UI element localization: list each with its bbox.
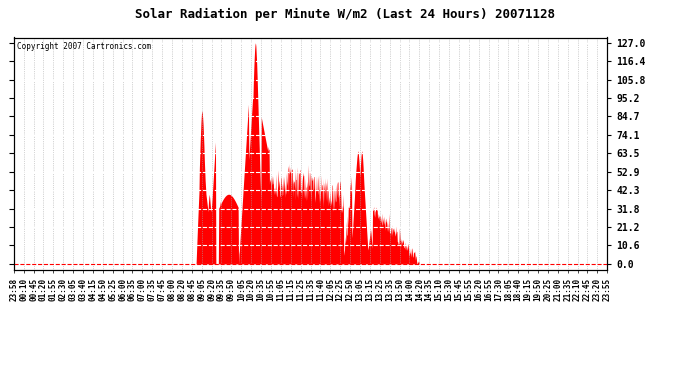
Text: Copyright 2007 Cartronics.com: Copyright 2007 Cartronics.com (17, 42, 151, 51)
Text: Solar Radiation per Minute W/m2 (Last 24 Hours) 20071128: Solar Radiation per Minute W/m2 (Last 24… (135, 8, 555, 21)
